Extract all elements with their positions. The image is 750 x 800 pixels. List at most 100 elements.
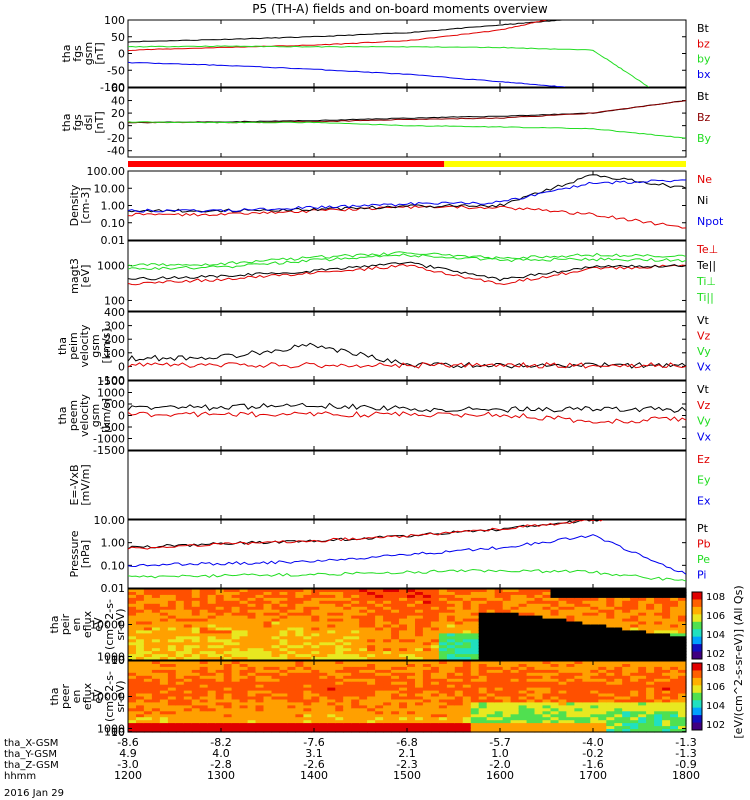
heatmap-cell [422, 597, 432, 602]
heatmap-cell [128, 594, 137, 599]
heatmap-cell [335, 711, 344, 715]
heatmap-cell [319, 592, 328, 596]
heatmap-cell [422, 664, 432, 668]
heatmap-cell [175, 702, 185, 706]
heatmap-cell [191, 693, 201, 698]
heatmap-cell [391, 729, 400, 733]
heatmap-cell [678, 618, 687, 623]
heatmap-cell [143, 726, 153, 730]
heatmap-cell [662, 589, 671, 593]
heatmap-cell [375, 589, 384, 593]
heatmap-cell [590, 693, 599, 698]
heatmap-cell [255, 664, 265, 668]
heatmap-cell [263, 661, 273, 665]
heatmap-cell [255, 627, 265, 632]
heatmap-cell [375, 684, 384, 689]
heatmap-cell [295, 681, 304, 686]
heatmap-cell [327, 720, 336, 724]
heatmap-cell [183, 664, 193, 668]
heatmap-cell [550, 633, 560, 637]
heatmap-cell [223, 693, 233, 698]
heatmap-cell [574, 664, 583, 668]
heatmap-cell [638, 717, 647, 721]
colorbar-step [692, 692, 702, 701]
heatmap-cell [558, 714, 568, 718]
heatmap-cell [207, 624, 217, 629]
heatmap-cell [510, 645, 520, 649]
heatmap-cell [630, 621, 639, 626]
heatmap-cell [430, 645, 440, 649]
heatmap-cell [247, 642, 257, 646]
heatmap-cell [231, 618, 241, 623]
heatmap-cell [215, 661, 225, 665]
heatmap-cell [566, 603, 575, 608]
heatmap-cell [574, 648, 583, 652]
heatmap-cell [470, 612, 480, 617]
heatmap-cell [662, 624, 671, 629]
heatmap-cell [566, 687, 575, 692]
heatmap-cell [510, 705, 520, 709]
heatmap-cell [678, 651, 687, 655]
heatmap-cell [343, 717, 352, 721]
heatmap-cell [614, 684, 623, 689]
colorbar-step [692, 644, 702, 653]
heatmap-cell [622, 669, 631, 674]
heatmap-cell [215, 603, 225, 608]
heatmap-cell [271, 627, 281, 632]
heatmap-cell [606, 723, 615, 727]
heatmap-cell [590, 675, 599, 680]
heatmap-cell [446, 648, 456, 652]
heatmap-cell [175, 720, 185, 724]
heatmap-cell [502, 606, 512, 611]
heatmap-cell [478, 618, 488, 623]
heatmap-cell [582, 624, 591, 629]
heatmap-cell [183, 678, 193, 683]
heatmap-cell [151, 675, 161, 680]
heatmap-cell [678, 624, 687, 629]
heatmap-cell [606, 606, 615, 611]
heatmap-cell [646, 606, 655, 611]
heatmap-cell [550, 661, 560, 665]
heatmap-cell [207, 657, 217, 661]
heatmap-cell [263, 729, 273, 733]
heatmap-cell [422, 720, 432, 724]
heatmap-cell [622, 711, 631, 715]
heatmap-cell [670, 684, 679, 689]
heatmap-cell [319, 666, 328, 671]
heatmap-cell [335, 654, 344, 658]
heatmap-cell [462, 702, 472, 706]
heatmap-cell [367, 642, 376, 646]
heatmap-cell [542, 589, 552, 593]
heatmap-cell [247, 657, 257, 661]
heatmap-cell [566, 729, 575, 733]
heatmap-cell [359, 678, 368, 683]
heatmap-cell [263, 621, 273, 626]
y-axis-label: [nT] [93, 111, 106, 133]
heatmap-cell [191, 597, 201, 602]
heatmap-cell [638, 639, 647, 643]
heatmap-cell [630, 675, 639, 680]
heatmap-cell [462, 612, 472, 617]
heatmap-cell [646, 589, 655, 593]
heatmap-cell [271, 681, 281, 686]
heatmap-cell [255, 690, 265, 695]
heatmap-cell [128, 666, 137, 671]
heatmap-cell [518, 723, 528, 727]
heatmap-cell [287, 664, 296, 668]
heatmap-cell [558, 612, 568, 617]
heatmap-cell [606, 609, 615, 614]
heatmap-cell [438, 612, 448, 617]
heatmap-cell [159, 627, 169, 632]
heatmap-cell [478, 664, 488, 668]
heatmap-cell [654, 633, 663, 637]
heatmap-cell [566, 606, 575, 611]
heatmap-cell [367, 711, 376, 715]
heatmap-cell [662, 684, 671, 689]
heatmap-cell [574, 690, 583, 695]
heatmap-cell [375, 594, 384, 599]
heatmap-cell [678, 621, 687, 626]
heatmap-cell [159, 657, 169, 661]
heatmap-cell [183, 661, 193, 665]
orbit-value: -1.6 [582, 758, 603, 771]
heatmap-cell [510, 597, 520, 602]
